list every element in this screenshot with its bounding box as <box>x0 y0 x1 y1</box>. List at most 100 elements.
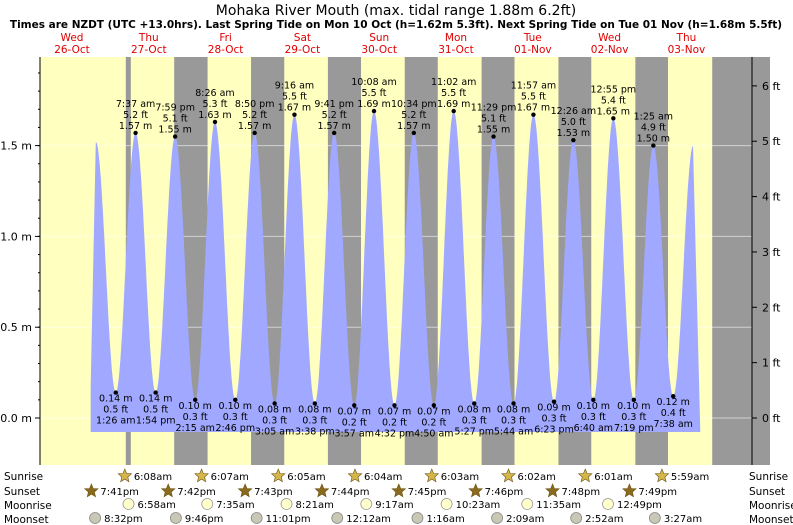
moonset-icon <box>570 512 583 524</box>
low-tide-time: 7:38 am <box>653 419 692 430</box>
high-tide-time: 8:50 pm <box>235 99 275 110</box>
low-tide-ft: 0.3 ft <box>501 415 526 426</box>
tide-point <box>153 390 158 395</box>
low-tide-time: 4:50 am <box>414 428 453 439</box>
low-tide-m: 0.10 m <box>617 401 650 412</box>
low-tide-time: 1:54 pm <box>136 416 176 427</box>
tide-labels: 0.14 m0.5 ft1:26 am7:37 am5.2 ft1.57 m0.… <box>96 77 693 439</box>
sunrise-time: 6:01am <box>594 472 632 483</box>
tide-point <box>252 130 257 136</box>
right-tick-label: 4 ft <box>762 191 781 204</box>
moonrise-time: 12:49pm <box>617 500 662 511</box>
moonset-icon <box>491 512 503 524</box>
high-tide-m: 1.57 m <box>397 121 430 132</box>
low-tide-time: 4:32 pm <box>375 428 415 439</box>
high-tide-ft: 5.2 ft <box>242 110 267 121</box>
low-tide-m: 0.08 m <box>258 404 291 415</box>
high-tide-ft: 5.2 ft <box>322 110 347 121</box>
moonrise-icon <box>280 498 293 510</box>
high-tide-m: 1.55 m <box>477 125 510 136</box>
tide-point <box>551 399 557 404</box>
high-tide-ft: 5.5 ft <box>521 92 546 103</box>
moonrise-time: 9:17am <box>375 500 413 511</box>
low-tide-ft: 0.3 ft <box>183 412 208 423</box>
high-tide-ft: 4.9 ft <box>641 123 666 134</box>
low-tide-m: 0.10 m <box>577 401 610 412</box>
high-tide-m: 1.57 m <box>238 121 271 132</box>
moonrise-time: 8:21am <box>296 500 334 511</box>
sunset-icon <box>83 483 99 498</box>
moonset-row-label-right: Moonset <box>749 514 793 525</box>
moonrise-time: 10:23am <box>456 500 501 511</box>
tide-point <box>272 401 277 406</box>
tide-point <box>172 134 178 139</box>
tide-point <box>431 403 437 408</box>
sunset-icon <box>237 483 253 498</box>
high-tide-m: 1.67 m <box>517 103 550 114</box>
moonset-icon <box>331 512 344 524</box>
tide-point <box>212 119 218 125</box>
moonset-icon <box>169 512 182 524</box>
high-tide-time: 10:34 pm <box>391 99 437 110</box>
sunset-time: 7:49pm <box>638 487 677 498</box>
sunset-time: 7:48pm <box>562 487 601 498</box>
left-tick-label: 0.5 m <box>0 321 32 334</box>
moonrise-row-label-left: Moonrise <box>4 500 52 512</box>
sunset-row-label-left: Sunset <box>4 486 40 498</box>
low-tide-m: 0.07 m <box>378 406 411 417</box>
sunrise-icon <box>577 468 593 483</box>
high-tide-ft: 5.5 ft <box>282 92 307 103</box>
moonrise-time: 7:35am <box>216 500 254 511</box>
moonrise-time: 11:35am <box>536 500 581 511</box>
sunrise-time: 6:04am <box>364 472 402 483</box>
day-header-dow: Sat <box>294 32 311 44</box>
high-tide-time: 11:29 pm <box>471 103 517 114</box>
low-tide-ft: 0.2 ft <box>421 417 446 428</box>
sunset-icon <box>391 483 407 498</box>
day-header-date: 31-Oct <box>438 44 474 56</box>
moonset-icon <box>648 512 661 524</box>
high-tide-ft: 5.5 ft <box>441 88 466 99</box>
low-tide-m: 0.08 m <box>497 404 530 415</box>
right-tick-label: 6 ft <box>762 80 781 93</box>
axes: 0.0 m 0.5 m 1.0 m 1.5 m 0 ft 1 ft 2 ft 3 ft 4 ft… <box>0 57 781 465</box>
moonrise-icon <box>521 498 534 510</box>
moonrise-icon <box>201 498 214 510</box>
low-tide-time: 3:57 am <box>335 428 374 439</box>
low-tide-ft: 0.3 ft <box>462 415 487 426</box>
sunrise-icon <box>424 468 440 483</box>
high-tide-m: 1.63 m <box>198 110 231 121</box>
low-tide-ft: 0.5 ft <box>143 405 168 416</box>
low-tide-time: 5:27 pm <box>454 426 494 437</box>
sunset-icon <box>160 483 176 498</box>
sunrise-icon <box>117 468 133 483</box>
sunrise-time: 6:05am <box>287 472 325 483</box>
tide-area <box>90 111 701 432</box>
moonset-time: 11:01pm <box>266 514 311 525</box>
moonset-row-label-left: Moonset <box>4 514 49 525</box>
astro-rows: Sunrise Sunrise Sunset Sunset Moonrise Moonri… <box>4 468 793 525</box>
day-header-date: 03-Nov <box>668 44 706 56</box>
tide-point <box>671 394 676 399</box>
low-tide-time: 2:15 am <box>175 423 214 434</box>
high-tide-m: 1.69 m <box>357 99 390 110</box>
sunset-time: 7:45pm <box>408 487 447 498</box>
sunrise-row-label-left: Sunrise <box>4 471 43 483</box>
moonset-time: 9:46pm <box>185 514 224 525</box>
sunset-time: 7:42pm <box>177 487 216 498</box>
day-header-dow: Wed <box>61 32 84 44</box>
high-tide-m: 1.69 m <box>437 99 470 110</box>
day-header-dow: Fri <box>219 32 232 44</box>
sunrise-time: 6:08am <box>134 472 172 483</box>
right-tick-label: 3 ft <box>762 246 781 259</box>
high-tide-time: 7:37 am <box>116 99 155 110</box>
moonset-time: 2:09am <box>506 514 544 525</box>
day-header-dow: Thu <box>138 32 159 44</box>
sunset-icon <box>622 483 637 498</box>
high-tide-ft: 5.1 ft <box>481 114 506 125</box>
high-tide-ft: 5.4 ft <box>601 95 626 106</box>
sunrise-time: 6:02am <box>517 472 555 483</box>
low-tide-m: 0.12 m <box>656 397 689 408</box>
sunset-icon <box>468 483 484 498</box>
